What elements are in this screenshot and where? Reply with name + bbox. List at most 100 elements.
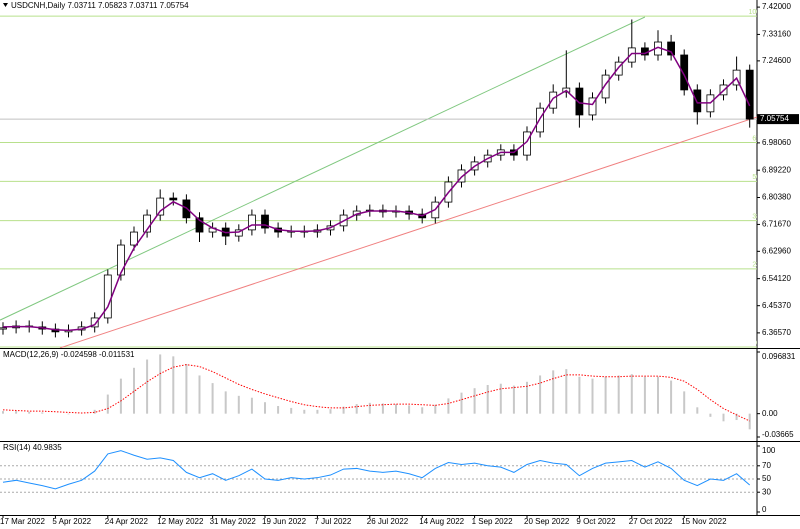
macd-bar	[381, 403, 384, 414]
candle-body	[90, 317, 99, 328]
macd-bar	[434, 404, 437, 414]
candle-body	[117, 244, 125, 276]
candle-body	[627, 47, 636, 63]
macd-bar	[303, 409, 306, 414]
macd-bar	[473, 388, 476, 414]
macd-bar	[395, 404, 397, 414]
macd-bar	[159, 354, 162, 414]
y-tick-label: 7.33160	[762, 30, 791, 39]
macd-bar	[237, 395, 240, 414]
x-tick-label: 14 Aug 2022	[419, 517, 464, 526]
candle-body	[601, 74, 610, 99]
macd-bar	[15, 411, 18, 414]
y-tick-label: 7.42000	[762, 2, 791, 11]
y-tick-label: 100	[762, 446, 776, 455]
y-tick-label: 6.62960	[762, 246, 791, 255]
x-tick-label: 9 Oct 2022	[576, 517, 616, 526]
y-tick-label: 7.24600	[762, 56, 791, 65]
macd-bar	[67, 413, 70, 415]
x-tick-label: 7 Jul 2022	[314, 517, 351, 526]
macd-bar	[683, 391, 686, 414]
candle-body	[457, 169, 466, 183]
macd-bar	[447, 398, 450, 414]
candle-body	[693, 89, 702, 113]
macd-bar	[290, 407, 293, 414]
macd-bar	[617, 375, 620, 414]
x-tick-label: 5 Apr 2022	[52, 517, 91, 526]
candle-body	[195, 217, 204, 233]
moving-average	[2, 46, 751, 332]
y-tick-label: 0	[762, 505, 767, 514]
y-tick-label: 6.89220	[762, 165, 791, 174]
candle-body	[169, 197, 178, 201]
y-tick-label: 6.80380	[762, 193, 791, 202]
macd-bar	[735, 413, 738, 421]
fib-label: 100.0	[748, 9, 766, 16]
macd-bar	[316, 409, 319, 414]
fib-label: 61.8	[752, 135, 766, 142]
x-tick-label: 26 Jul 2022	[367, 517, 409, 526]
candle-body	[588, 97, 597, 116]
macd-bar	[329, 409, 332, 414]
macd-bar	[264, 402, 266, 414]
macd-bar	[408, 405, 411, 414]
candle-body	[549, 91, 558, 109]
rsi-title: RSI(14) 40.9835	[3, 443, 62, 452]
candle-body	[745, 69, 754, 120]
y-tick-label: 6.45370	[762, 301, 791, 310]
candle-body	[667, 41, 675, 56]
menu-arrow	[3, 3, 8, 7]
candle-body	[103, 274, 112, 319]
x-tick-label: 15 Nov 2022	[681, 517, 727, 526]
signal-line	[2, 364, 750, 422]
y-tick-label: 70	[762, 461, 771, 470]
macd-bar	[670, 380, 673, 414]
y-tick-label: 50	[762, 474, 771, 483]
macd-bar	[539, 375, 542, 414]
x-tick-label: 19 Jun 2022	[262, 517, 307, 526]
candle-body	[130, 231, 138, 246]
macd-bar	[355, 404, 358, 414]
y-tick-label: -0.03665	[762, 430, 794, 439]
macd-bar	[133, 367, 135, 414]
last-price-box	[757, 114, 799, 125]
macd-bar	[146, 359, 149, 414]
macd-bar	[211, 383, 214, 414]
macd-bar	[342, 406, 345, 414]
fib-label: 50.0	[752, 174, 766, 181]
macd-bar	[643, 376, 646, 414]
macd-bar	[93, 409, 96, 414]
macd-bar	[591, 378, 594, 414]
macd-bar	[28, 411, 31, 414]
macd-bar	[526, 381, 528, 414]
price-title: USDCNH,Daily 7.03711 7.05823 7.03711 7.0…	[11, 1, 189, 10]
macd-bar	[657, 376, 659, 414]
y-tick-label: 0.096831	[762, 352, 796, 361]
macd-bar	[224, 391, 227, 414]
rsi-line	[2, 450, 751, 490]
x-tick-label: 17 Mar 2022	[0, 517, 45, 526]
macd-bar	[722, 413, 725, 422]
macd-bar	[198, 375, 201, 414]
macd-bar	[2, 411, 4, 414]
candle-body	[680, 54, 689, 91]
x-tick-label: 1 Sep 2022	[472, 517, 513, 526]
macd-bar	[630, 374, 633, 414]
fib-label: 0.0	[756, 340, 766, 347]
macd-bar	[552, 370, 555, 414]
macd-title: MACD(12,26,9) -0.024598 -0.011531	[3, 350, 135, 359]
candle-body	[614, 61, 623, 76]
macd-bar	[499, 383, 502, 414]
macd-bar	[709, 413, 712, 417]
macd-bar	[512, 385, 515, 414]
macd-panel	[2, 354, 751, 430]
x-tick-label: 31 May 2022	[210, 517, 257, 526]
trendline	[59, 116, 757, 348]
macd-bar	[421, 407, 424, 414]
x-tick-label: 27 Oct 2022	[629, 517, 673, 526]
candle-body	[247, 214, 256, 231]
y-tick-label: 6.71670	[762, 220, 791, 229]
